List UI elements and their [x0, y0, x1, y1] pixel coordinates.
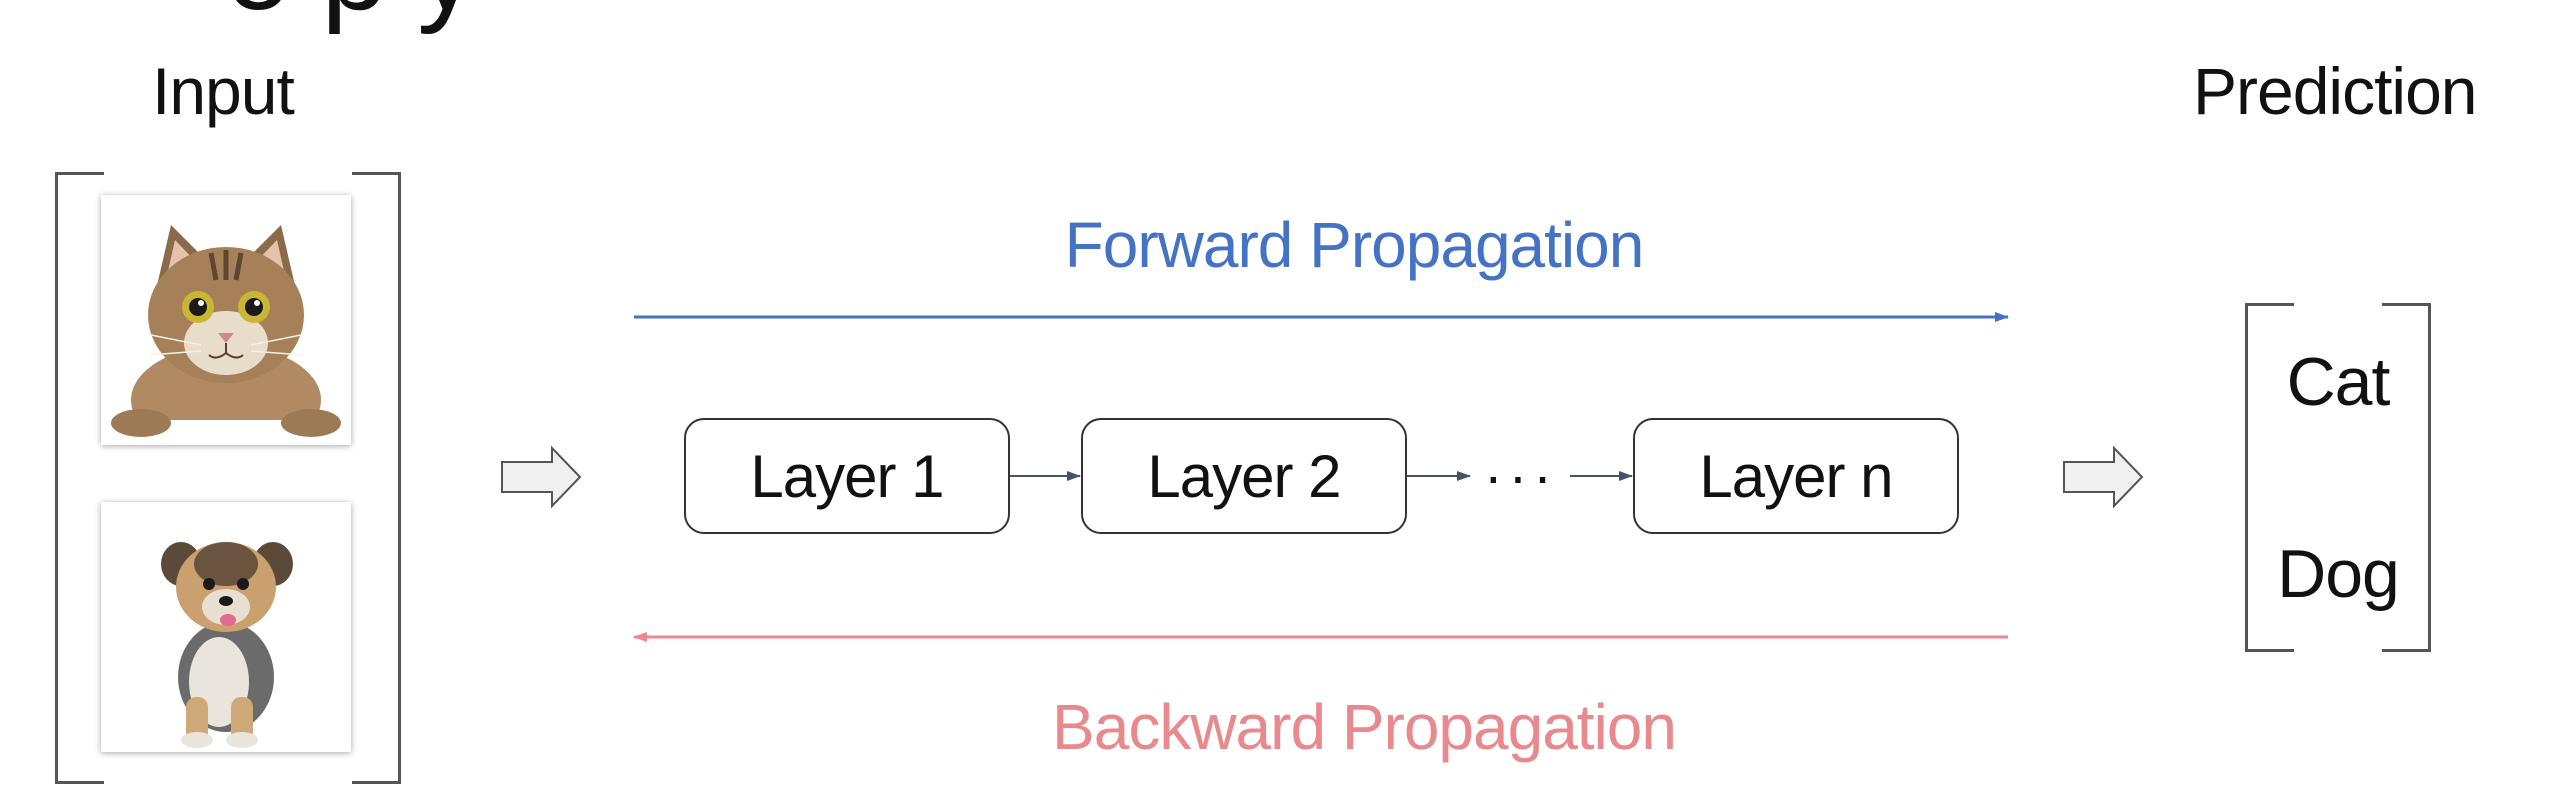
prediction-bracket-left — [2245, 303, 2294, 652]
layer-box-n: Layer n — [1633, 418, 1959, 534]
layer-box-2: Layer 2 — [1081, 418, 1407, 534]
prediction-class-dog: Dog — [2277, 536, 2400, 612]
dog-icon — [101, 502, 351, 752]
cat-icon — [101, 195, 351, 445]
input-heading: Input — [152, 54, 295, 128]
prediction-bracket-right — [2382, 303, 2431, 652]
dog-photo — [101, 502, 351, 752]
prediction-class-cat: Cat — [2286, 344, 2391, 420]
title-fragment: o p y — [225, 0, 477, 28]
layer-ellipsis: ··· — [1484, 444, 1558, 507]
layer-box-1: Layer 1 — [684, 418, 1010, 534]
input-bracket-left — [55, 172, 104, 784]
prediction-heading: Prediction — [2193, 54, 2477, 128]
input-block-arrow — [501, 445, 582, 509]
forward-propagation-label: Forward Propagation — [1064, 209, 1645, 281]
output-block-arrow — [2063, 445, 2144, 509]
input-bracket-right — [352, 172, 401, 784]
backward-propagation-label: Backward Propagation — [1052, 691, 1677, 763]
cat-photo — [101, 195, 351, 445]
